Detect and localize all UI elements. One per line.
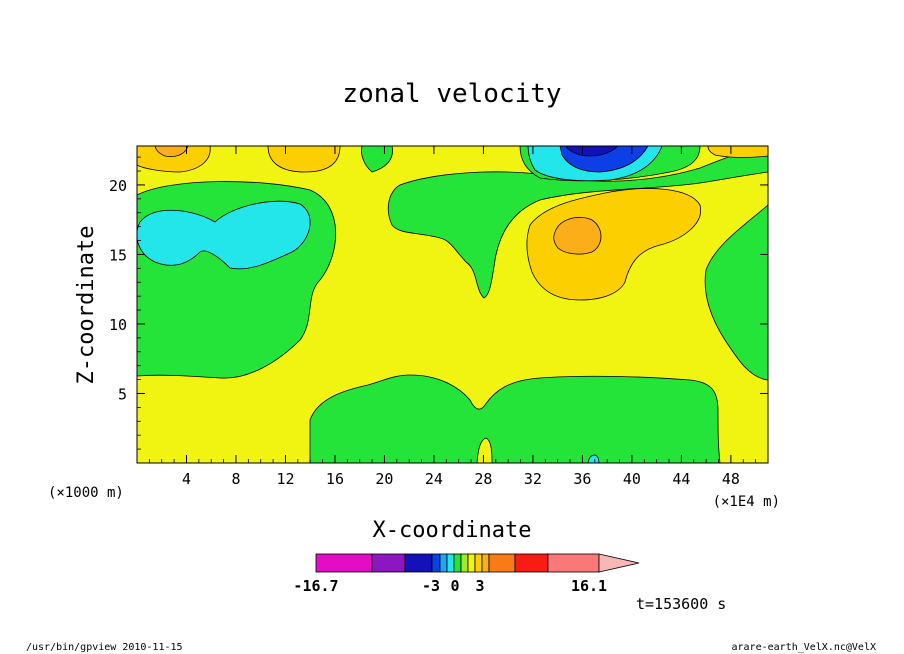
contour-region-darkblue-top xyxy=(565,146,619,157)
colorbar-tick-label: 0 xyxy=(450,577,459,595)
colorbar-swatch xyxy=(460,553,469,573)
x-unit-right-label: (×1E4 m) xyxy=(713,494,780,510)
contour-region-orange-top-3 xyxy=(707,146,768,158)
x-tick-label: 24 xyxy=(425,470,443,488)
contour-region-orange-right xyxy=(526,188,702,301)
colorbar-swatch xyxy=(547,553,600,573)
colorbar-swatch xyxy=(431,553,441,573)
contour-region-green-center xyxy=(387,146,768,299)
y-tick-label: 15 xyxy=(109,246,127,264)
colorbar-extension-arrow xyxy=(598,553,640,573)
x-tick-label: 48 xyxy=(722,470,740,488)
contour-field xyxy=(137,146,768,463)
x-tick-label: 16 xyxy=(326,470,344,488)
y-tick-label: 20 xyxy=(109,177,127,195)
colorbar-swatch xyxy=(481,553,490,573)
colorbar-swatch xyxy=(488,553,516,573)
colorbar-swatch xyxy=(453,553,462,573)
x-unit-left-label: (×1000 m) xyxy=(48,485,124,501)
colorbar-swatch xyxy=(474,553,483,573)
colorbar-swatch xyxy=(514,553,549,573)
colorbar-swatch xyxy=(446,553,455,573)
footer-left-text: /usr/bin/gpview 2010-11-15 xyxy=(26,642,183,653)
colorbar-swatch xyxy=(467,553,476,573)
x-tick-label: 20 xyxy=(375,470,393,488)
x-tick-label: 44 xyxy=(672,470,690,488)
colorbar-swatch xyxy=(404,553,433,573)
colorbar-swatch xyxy=(315,553,373,573)
contour-region-cyan-left xyxy=(137,200,311,270)
x-tick-label: 40 xyxy=(623,470,641,488)
contour-region-darkorange-right xyxy=(553,216,602,255)
x-tick-label: 8 xyxy=(231,470,240,488)
time-label: t=153600 s xyxy=(636,595,726,613)
contour-region-darkorange-topleft xyxy=(154,146,189,157)
colorbar-tick-label: 3 xyxy=(475,577,484,595)
y-axis-ticks: 5 10 15 20 xyxy=(109,156,768,450)
colorbar xyxy=(315,553,640,573)
colorbar-swatch xyxy=(439,553,448,573)
colorbar-swatch xyxy=(371,553,406,573)
y-axis-label: Z-coordinate xyxy=(74,226,99,385)
contour-region-green-right xyxy=(704,204,768,381)
colorbar-tick-label: -16.7 xyxy=(293,577,338,595)
contour-region-green-bottom xyxy=(309,374,721,463)
contour-region-yellow-bottom-notch xyxy=(476,437,493,463)
x-tick-label: 4 xyxy=(182,470,191,488)
contour-region-orange-topleft xyxy=(137,146,211,173)
contour-region-orange-top-2 xyxy=(267,146,341,173)
x-tick-label: 28 xyxy=(474,470,492,488)
plot-frame xyxy=(136,145,769,464)
x-tick-label: 36 xyxy=(573,470,591,488)
y-tick-label: 10 xyxy=(109,316,127,334)
colorbar-labels: -16.7 -3 0 3 16.1 xyxy=(293,577,607,595)
x-tick-label: 12 xyxy=(276,470,294,488)
x-axis-ticks: 4 8 12 16 20 24 28 32 36 40 44 48 xyxy=(148,146,757,488)
x-axis-label: X-coordinate xyxy=(373,518,532,543)
colorbar-tick-label: -3 xyxy=(422,577,440,595)
colorbar-tick-label: 16.1 xyxy=(571,577,607,595)
footer-right-text: arare-earth_VelX.nc@VelX xyxy=(732,642,877,653)
contour-region-cyan-bottom-spot xyxy=(587,454,600,463)
y-tick-label: 5 xyxy=(118,385,127,403)
chart-title: zonal velocity xyxy=(342,79,561,109)
x-tick-label: 32 xyxy=(524,470,542,488)
